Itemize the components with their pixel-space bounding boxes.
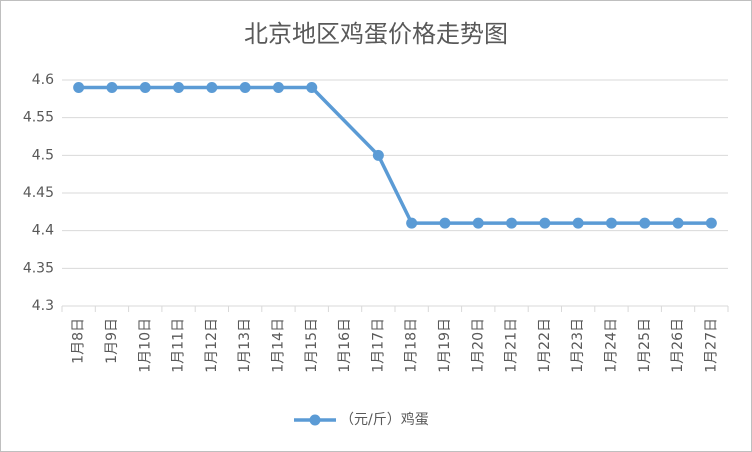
point [239, 82, 251, 94]
point [272, 82, 284, 94]
x-tick-label: 1月20日 [470, 318, 486, 373]
point [73, 82, 85, 94]
x-tick-label: 1月19日 [437, 318, 453, 373]
point [605, 217, 617, 229]
x-tick-label: 1月15日 [304, 318, 320, 373]
point [539, 217, 551, 229]
x-tick-label: 1月21日 [504, 318, 520, 373]
legend-marker [309, 414, 321, 426]
x-tick-label: 1月24日 [603, 318, 619, 373]
x-tick-label: 1月16日 [337, 318, 353, 373]
x-tick-label: 1月23日 [570, 318, 586, 373]
chart-title: 北京地区鸡蛋价格走势图 [244, 20, 508, 48]
y-tick-label: 4.4 [32, 223, 54, 239]
point [672, 217, 684, 229]
x-tick-label: 1月17日 [370, 318, 386, 373]
point [106, 82, 118, 94]
x-tick-label: 1月25日 [637, 318, 653, 373]
x-tick-label: 1月10日 [137, 318, 153, 373]
x-tick-label: 1月12日 [204, 318, 220, 373]
point [572, 217, 584, 229]
point [705, 217, 717, 229]
x-tick-label: 1月9日 [104, 318, 120, 364]
x-tick-label: 1月18日 [404, 318, 420, 373]
y-tick-label: 4.3 [32, 298, 54, 314]
x-tick-label: 1月22日 [537, 318, 553, 373]
point [139, 82, 151, 94]
point [306, 82, 318, 94]
x-tick-label: 1月27日 [703, 318, 719, 373]
point [173, 82, 185, 94]
point [472, 217, 484, 229]
x-tick-label: 1月8日 [71, 318, 87, 364]
y-tick-label: 4.35 [23, 260, 54, 276]
point [439, 217, 451, 229]
y-tick-label: 4.6 [32, 72, 54, 88]
x-tick-label: 1月14日 [270, 318, 286, 373]
point [206, 82, 218, 94]
point [406, 217, 418, 229]
y-tick-label: 4.5 [32, 147, 54, 163]
x-tick-label: 1月26日 [670, 318, 686, 373]
x-tick-label: 1月11日 [171, 318, 187, 373]
point [506, 217, 518, 229]
point [639, 217, 651, 229]
y-tick-label: 4.45 [23, 185, 54, 201]
point [372, 149, 384, 161]
x-tick-label: 1月13日 [237, 318, 253, 373]
y-tick-label: 4.55 [23, 110, 54, 126]
legend-label: （元/斤）鸡蛋 [340, 411, 429, 428]
